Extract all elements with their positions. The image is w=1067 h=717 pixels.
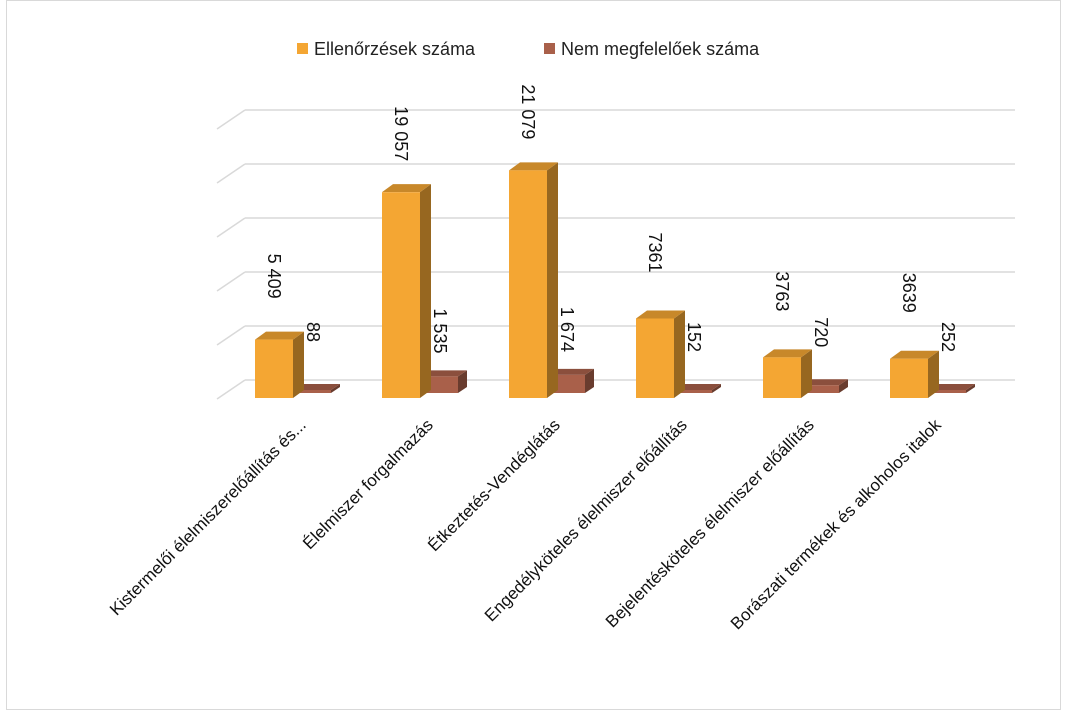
- bar-chart: Ellenőrzések száma Nem megfelelőek száma…: [106, 39, 1015, 633]
- bar-nonconforming: [676, 384, 721, 393]
- data-label-inspections: 21 079: [518, 84, 538, 139]
- bar-nonconforming-side: [839, 379, 848, 393]
- bar-inspections-side: [547, 162, 558, 398]
- gridline-side: [216, 217, 246, 238]
- bars: [255, 162, 975, 398]
- bar-inspections-front: [382, 192, 420, 398]
- bar-inspections: [636, 310, 685, 398]
- bar-inspections: [382, 184, 431, 398]
- bar-inspections: [890, 350, 939, 398]
- bar-inspections-front: [636, 318, 674, 398]
- gridline-side: [216, 379, 246, 400]
- data-label-nonconforming: 252: [938, 322, 958, 352]
- bar-inspections-top: [255, 331, 304, 340]
- category-labels: Kistermelői élelmiszerelőállítás és...Él…: [106, 415, 945, 633]
- legend-label-inspections: Ellenőrzések száma: [314, 39, 476, 59]
- bar-inspections-side: [674, 310, 685, 398]
- bar-inspections-top: [763, 349, 812, 358]
- bar-nonconforming-side: [331, 384, 340, 393]
- bar-inspections-side: [801, 349, 812, 398]
- bar-inspections-front: [890, 358, 928, 398]
- data-label-inspections: 3763: [772, 271, 792, 311]
- bar-inspections-top: [509, 162, 558, 171]
- data-label-nonconforming: 720: [811, 317, 831, 347]
- bar-nonconforming-top: [549, 368, 594, 375]
- bar-inspections-side: [420, 184, 431, 398]
- bar-nonconforming-top: [803, 379, 848, 386]
- bar-inspections: [509, 162, 558, 398]
- bar-inspections-front: [255, 339, 293, 398]
- category-label: Kistermelői élelmiszerelőállítás és...: [106, 415, 310, 619]
- bar-nonconforming-front: [676, 390, 712, 393]
- bar-nonconforming-side: [712, 384, 721, 393]
- data-label-inspections: 5 409: [264, 254, 284, 299]
- category-label: Bejelentésköteles élelmiszer előállítás: [602, 415, 818, 631]
- category-label: Étkeztetés-Vendéglátás: [424, 415, 564, 555]
- data-label-nonconforming: 152: [684, 322, 704, 352]
- category-label: Engedélyköteles élelmiszer előállítás: [481, 415, 691, 625]
- bar-inspections: [255, 331, 304, 398]
- gridline-side: [216, 271, 246, 292]
- gridline-side: [216, 163, 246, 184]
- category-label: Borászati termékek és alkoholos italok: [727, 415, 945, 633]
- data-label-inspections: 3639: [899, 273, 919, 313]
- bar-nonconforming-side: [966, 384, 975, 393]
- bar-inspections: [763, 349, 812, 398]
- gridline-side: [216, 109, 246, 130]
- legend: Ellenőrzések száma Nem megfelelőek száma: [297, 39, 760, 59]
- bar-nonconforming-top: [930, 384, 975, 390]
- data-labels: 5 409 88 19 057 1 535 21 079 1 674 7361 152 3763…: [264, 84, 958, 353]
- bar-inspections-top: [636, 310, 685, 319]
- bar-nonconforming-side: [458, 370, 467, 393]
- bar-inspections-top: [382, 184, 431, 193]
- gridline-side: [216, 325, 246, 346]
- bar-nonconforming: [295, 384, 340, 393]
- bar-nonconforming-side: [585, 368, 594, 393]
- legend-swatch-inspections: [297, 43, 308, 54]
- bar-nonconforming: [803, 379, 848, 393]
- chart-frame: Ellenőrzések száma Nem megfelelőek száma…: [6, 0, 1061, 710]
- bar-nonconforming-front: [803, 385, 839, 393]
- legend-label-nonconforming: Nem megfelelőek száma: [561, 39, 760, 59]
- data-label-inspections: 19 057: [391, 106, 411, 161]
- data-label-nonconforming: 1 674: [557, 307, 577, 352]
- bar-inspections-side: [928, 350, 939, 398]
- bar-nonconforming-front: [930, 390, 966, 393]
- bar-nonconforming-top: [295, 384, 340, 390]
- bar-nonconforming-top: [676, 384, 721, 390]
- category-label: Élelmiszer forgalmazás: [299, 415, 437, 553]
- bar-nonconforming-top: [422, 370, 467, 377]
- data-label-inspections: 7361: [645, 233, 665, 273]
- data-label-nonconforming: 1 535: [430, 308, 450, 353]
- bar-inspections-front: [509, 170, 547, 398]
- legend-swatch-nonconforming: [544, 43, 555, 54]
- gridlines: [216, 109, 1015, 400]
- bar-inspections-side: [293, 331, 304, 398]
- bar-inspections-front: [763, 357, 801, 398]
- bar-nonconforming-front: [295, 390, 331, 393]
- bar-inspections-top: [890, 350, 939, 359]
- data-label-nonconforming: 88: [303, 322, 323, 342]
- bar-nonconforming: [930, 384, 975, 393]
